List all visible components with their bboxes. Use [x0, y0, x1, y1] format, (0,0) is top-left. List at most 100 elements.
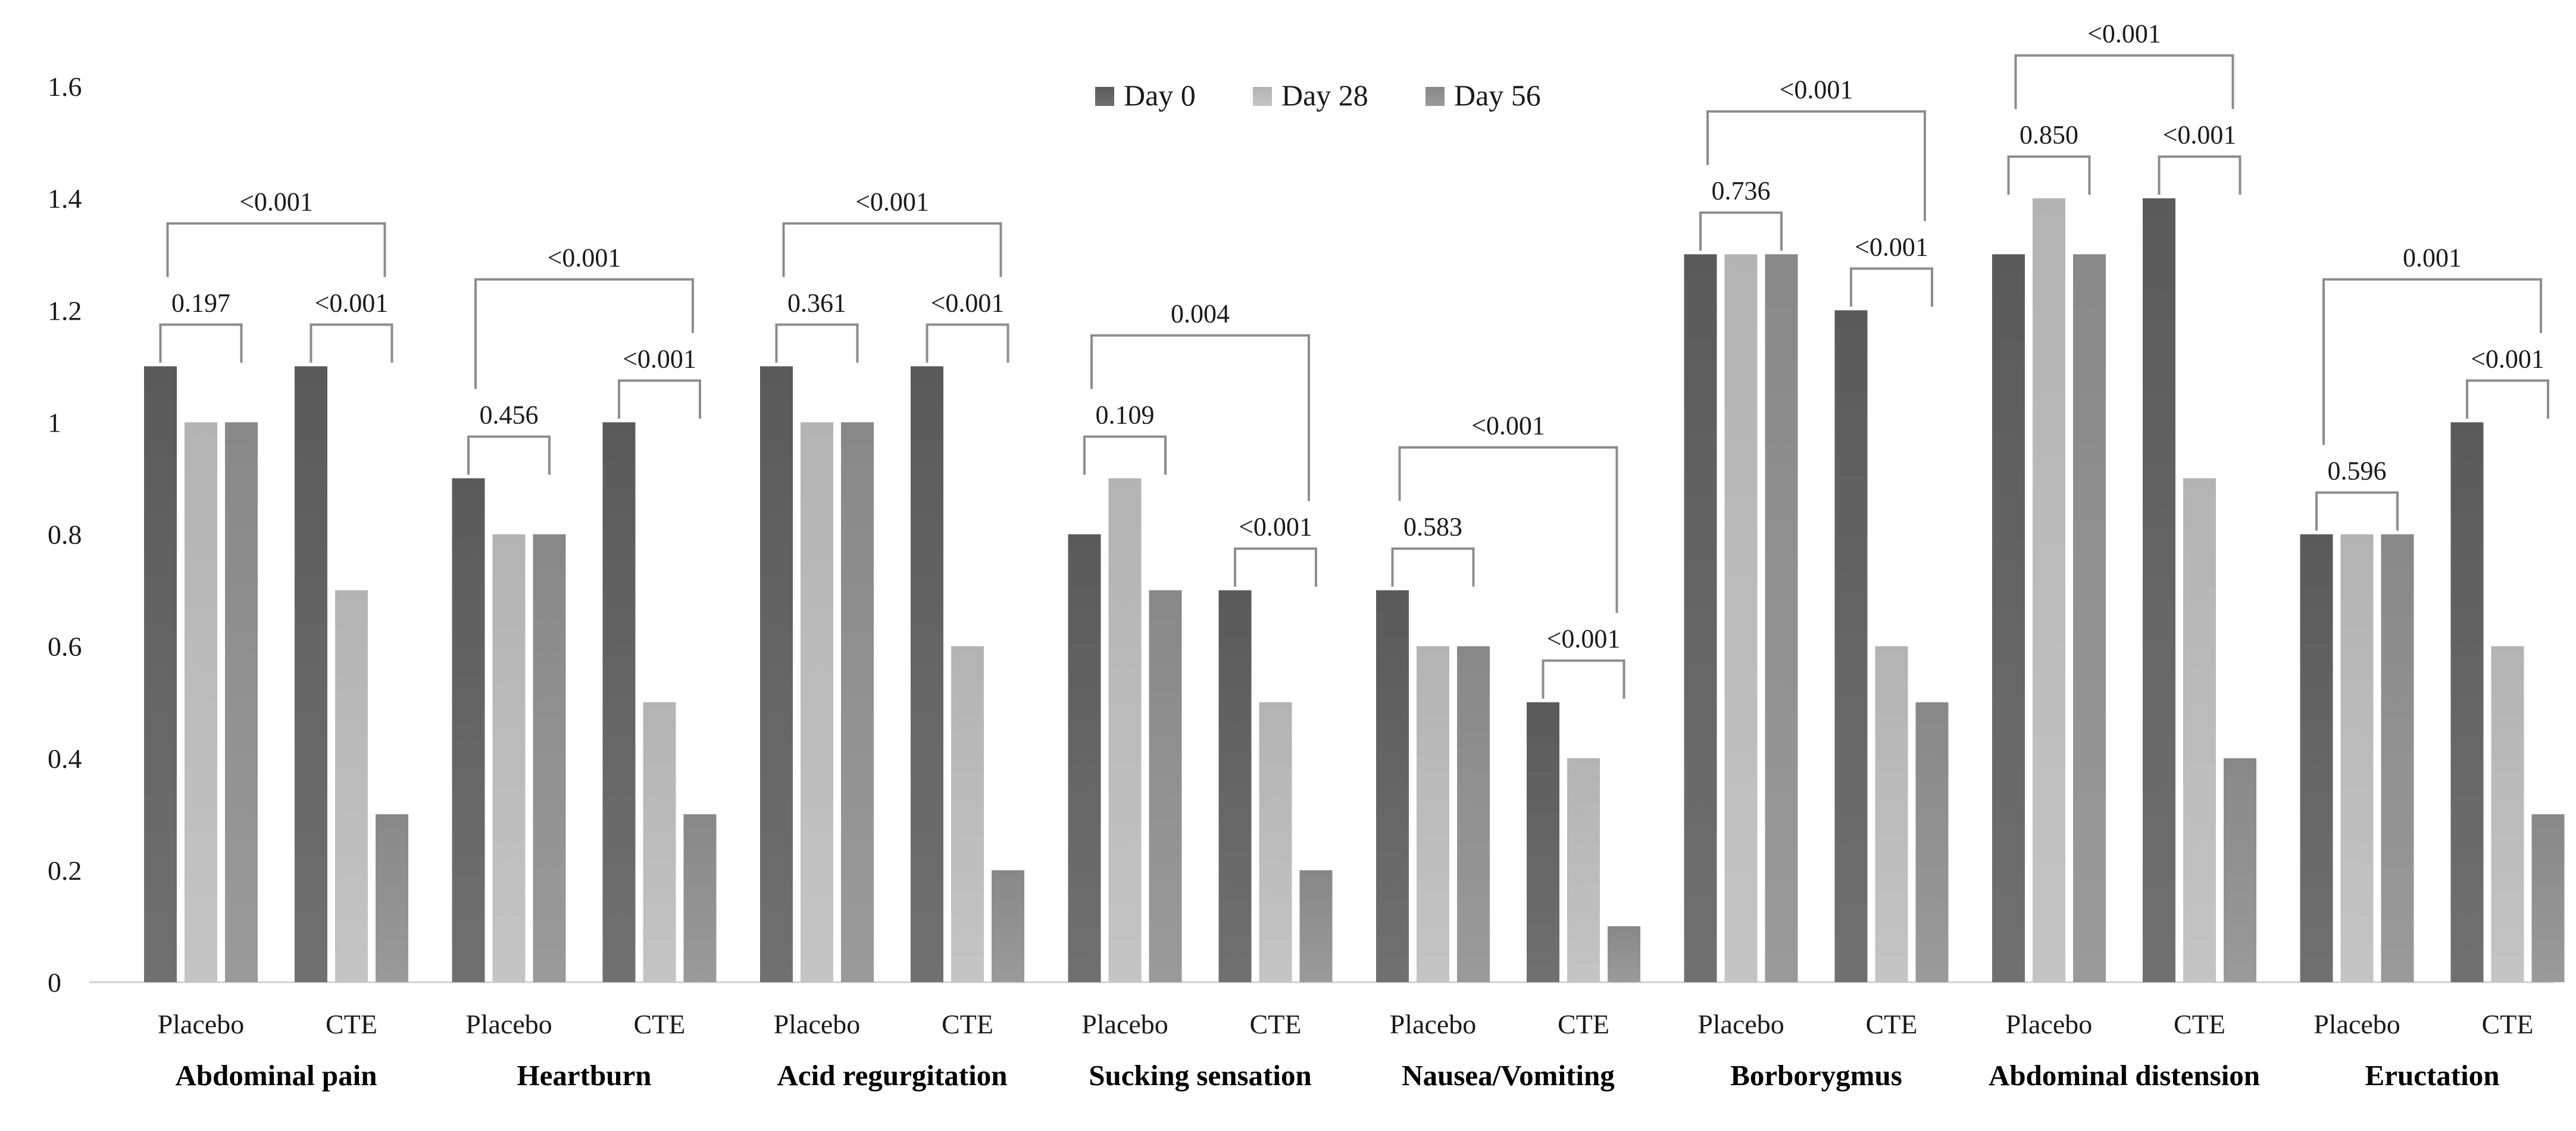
bar-day-56 [225, 422, 258, 982]
between-bracket [1398, 446, 1618, 613]
between-bracket [1090, 334, 1310, 501]
bar-day-56 [1299, 870, 1333, 982]
bar-day-0 [1834, 310, 1868, 982]
bar-day-0 [2300, 534, 2333, 982]
legend-label: Day 0 [1124, 79, 1196, 112]
subgroup-label: Placebo [2314, 1009, 2400, 1039]
p-value-label: <0.001 [2163, 120, 2237, 149]
between-bracket [2014, 54, 2234, 110]
bar-day-0 [295, 366, 327, 982]
bar-day-0 [602, 422, 636, 982]
subgroup-label: CTE [942, 1009, 993, 1039]
subgroup-label: Placebo [774, 1009, 861, 1039]
bar-day-28 [801, 422, 833, 982]
bar-day-56 [2224, 758, 2256, 982]
group-label: Abdominal distension [1989, 1059, 2260, 1092]
bar-day-28 [2340, 534, 2374, 982]
bar-day-28 [951, 646, 984, 982]
overall-p-value-label: <0.001 [2087, 19, 2161, 48]
overall-p-value-label: <0.001 [1780, 75, 1853, 104]
bar-day-56 [683, 814, 717, 982]
bar-day-0 [1684, 254, 1717, 982]
bar-day-56 [992, 870, 1024, 982]
y-tick-label: 1 [48, 407, 61, 438]
subgroup-label: CTE [1250, 1009, 1302, 1039]
y-tick-label: 0.8 [48, 520, 82, 550]
subgroup-label: Placebo [1697, 1009, 1784, 1039]
legend-label: Day 28 [1281, 79, 1368, 112]
subgroup-label: CTE [1866, 1009, 1918, 1039]
bar-day-56 [2381, 534, 2414, 982]
subgroup-label: CTE [634, 1009, 686, 1039]
bar-day-28 [2491, 646, 2524, 982]
within-bracket [467, 435, 551, 475]
bar-day-0 [2143, 198, 2175, 982]
bar-day-28 [2033, 198, 2065, 982]
subgroup-label: Placebo [465, 1009, 552, 1039]
bar-day-28 [2183, 478, 2216, 982]
within-bracket [2315, 491, 2399, 531]
within-bracket [159, 323, 243, 363]
bar-day-56 [2531, 814, 2565, 982]
group-label: Abdominal pain [175, 1059, 377, 1092]
bar-day-28 [335, 590, 368, 982]
y-tick-label: 0 [48, 967, 61, 998]
bar-day-0 [760, 366, 793, 982]
bar-day-56 [2073, 254, 2106, 982]
within-bracket [1542, 659, 1625, 699]
group-label: Heartburn [517, 1059, 652, 1092]
within-bracket [618, 379, 701, 419]
p-value-label: 0.197 [171, 288, 230, 317]
group-label: Acid regurgitation [777, 1059, 1008, 1092]
bar-day-0 [1376, 590, 1409, 982]
significance-brackets: 0.197 <0.001 <0.001 0.456 <0.001 <0.001 0.361 <… [159, 19, 2549, 699]
subgroup-label: Placebo [2006, 1009, 2093, 1039]
between-bracket [2322, 278, 2542, 445]
group-label: Borborygmus [1730, 1059, 1902, 1092]
p-value-label: 0.736 [1712, 176, 1771, 205]
y-axis: 0 0.2 0.4 0.6 0.8 1 1.2 1.4 1.6 [48, 71, 82, 998]
within-bracket [2007, 155, 2091, 195]
bar-day-56 [1765, 254, 1798, 982]
bar-day-28 [1108, 478, 1142, 982]
p-value-label: <0.001 [315, 288, 389, 317]
within-bracket [1083, 435, 1167, 475]
bar-day-28 [1417, 646, 1449, 982]
within-bracket [2466, 379, 2549, 419]
bar-day-28 [1567, 758, 1600, 982]
p-value-label: <0.001 [1855, 232, 1928, 261]
group-label: Nausea/Vomiting [1402, 1059, 1615, 1092]
subgroup-label: CTE [2174, 1009, 2225, 1039]
p-value-label: 0.596 [2328, 457, 2387, 486]
bar-day-56 [1457, 646, 1490, 982]
bar-day-0 [2450, 422, 2484, 982]
within-bracket [1850, 267, 1933, 307]
bar-day-0 [1068, 534, 1101, 982]
bar-day-56 [841, 422, 874, 982]
overall-p-value-label: 0.004 [1171, 299, 1230, 328]
legend: Day 0 Day 28 Day 56 [1095, 79, 1541, 112]
bar-day-56 [1149, 590, 1182, 982]
group-label: Sucking sensation [1089, 1059, 1311, 1092]
bar-day-56 [376, 814, 408, 982]
bars [144, 198, 2565, 982]
overall-p-value-label: <0.001 [855, 187, 929, 216]
group-label: Eructation [2365, 1059, 2500, 1092]
p-value-label: <0.001 [1547, 624, 1621, 654]
within-bracket [926, 323, 1009, 363]
overall-p-value-label: <0.001 [239, 187, 313, 216]
bar-day-28 [643, 702, 676, 982]
bar-day-56 [1608, 926, 1640, 982]
legend-label: Day 56 [1454, 79, 1541, 112]
within-bracket [775, 323, 859, 363]
p-value-label: 0.361 [787, 288, 846, 317]
y-tick-label: 0.2 [48, 855, 82, 886]
legend-swatch [1095, 87, 1114, 106]
within-bracket [1234, 547, 1317, 587]
p-value-label: 0.583 [1403, 513, 1462, 542]
between-bracket [782, 222, 1002, 277]
bar-day-56 [533, 534, 566, 982]
p-value-label: 0.850 [2019, 120, 2078, 149]
subgroup-label: CTE [2482, 1009, 2534, 1039]
bar-day-28 [1259, 702, 1292, 982]
